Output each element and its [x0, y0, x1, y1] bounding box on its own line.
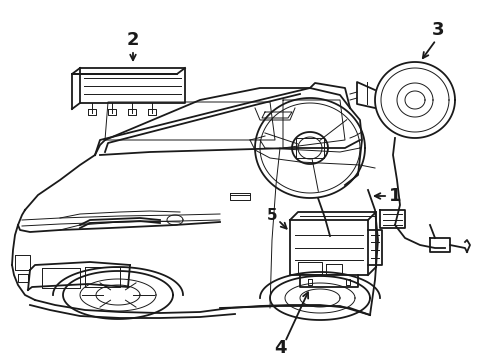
Text: 4: 4 — [274, 339, 286, 357]
Text: 1: 1 — [389, 187, 401, 205]
Text: 3: 3 — [432, 21, 444, 39]
Text: 5: 5 — [267, 207, 277, 222]
Text: 2: 2 — [127, 31, 139, 49]
